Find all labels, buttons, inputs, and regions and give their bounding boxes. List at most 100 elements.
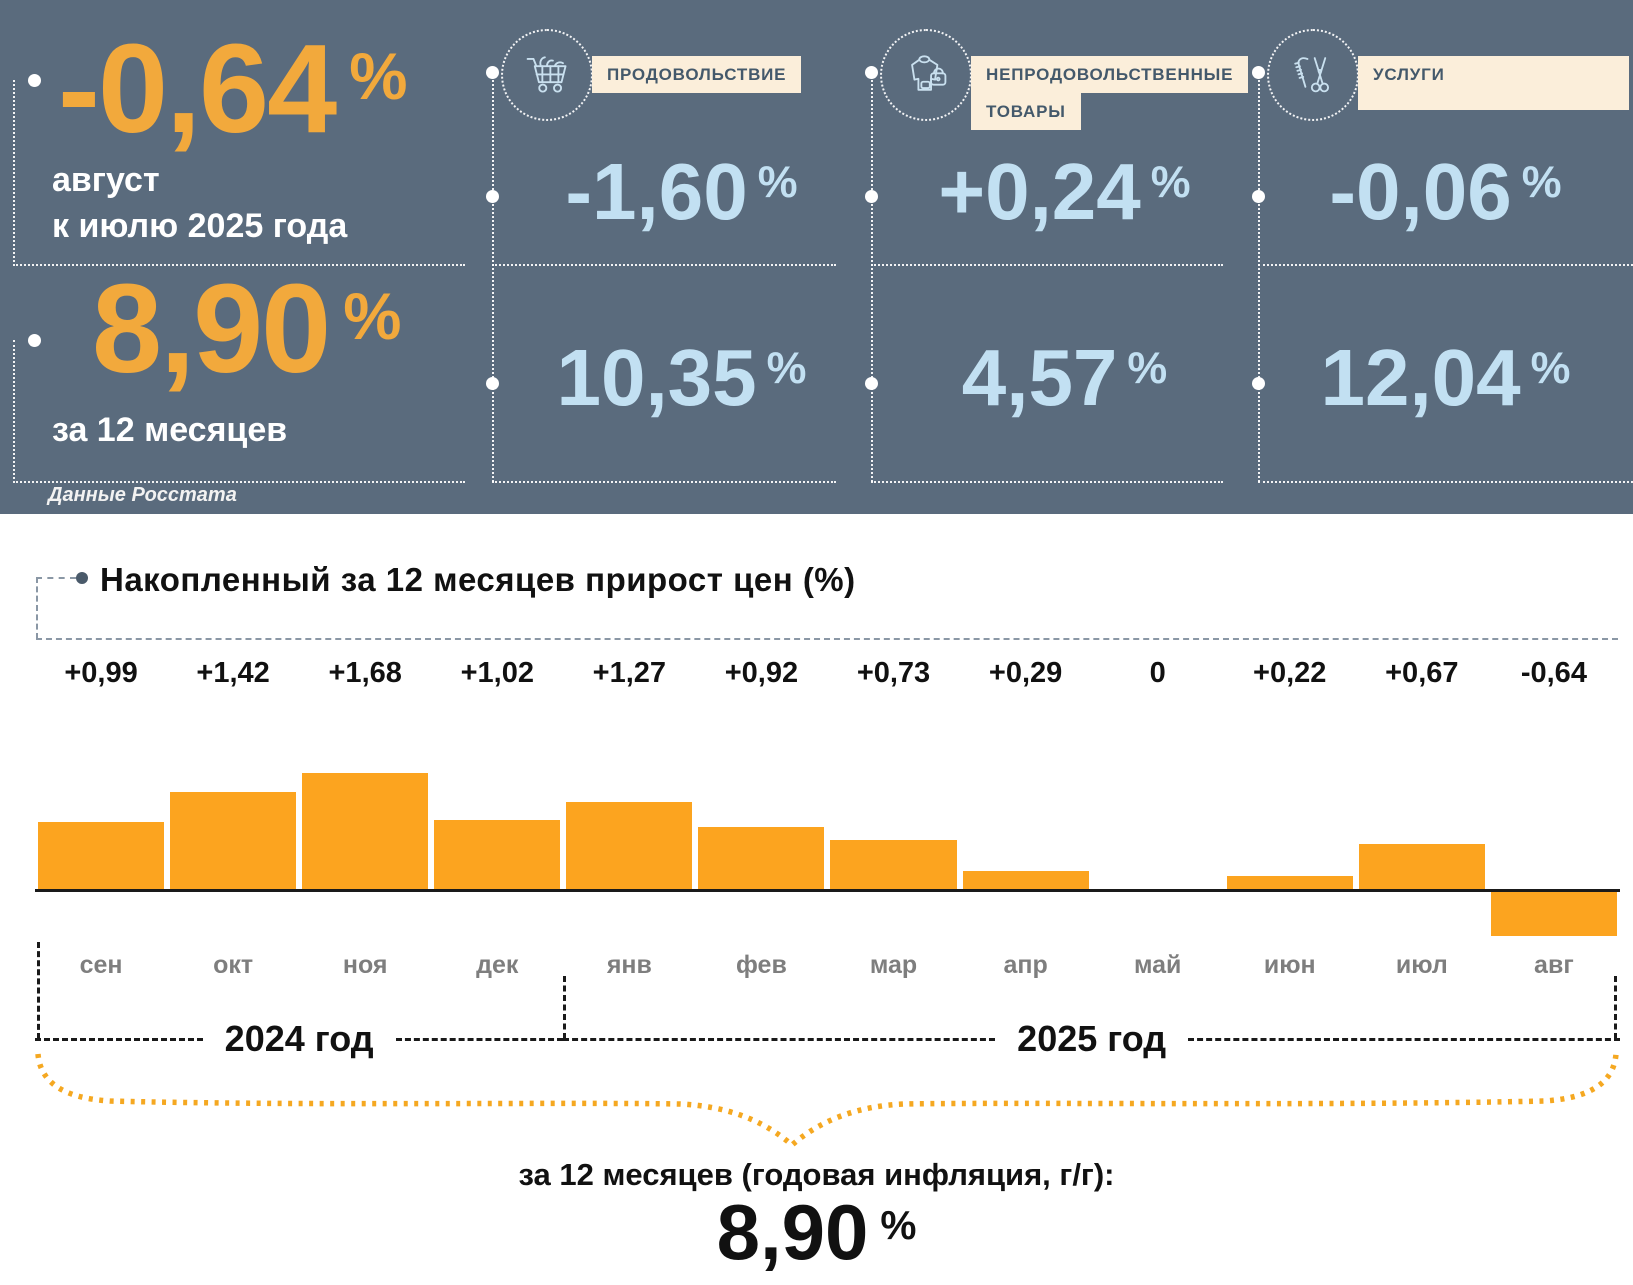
connector-dot: [1252, 377, 1265, 390]
food-annual-value: 10,35%: [492, 338, 871, 418]
year-bracket-right-tick: [1614, 976, 1617, 1039]
bar-value-labels-row: +0,99 +1,42 +1,68 +1,02 +1,27 +0,92 +0,73 +0,29…: [35, 657, 1620, 701]
percent-sign: %: [349, 40, 408, 114]
month-label-сен: сен: [79, 951, 123, 979]
category-column-services: УСЛУГИ -0,06% 12,04%: [1252, 0, 1633, 514]
services-label-line2: [1358, 93, 1629, 110]
services-monthly-value: -0,06%: [1258, 152, 1633, 232]
source-note: Данные Росстата: [48, 484, 237, 506]
bar-июл: [1358, 844, 1485, 891]
bottom-separator: [871, 481, 1223, 483]
comb-and-scissors-icon: [1294, 57, 1330, 93]
month-label-май: май: [1133, 951, 1182, 979]
month-label-фев: фев: [736, 951, 787, 979]
bar-value-label-ноя: +1,68: [328, 657, 402, 689]
nonfood-annual-number: 4,57: [961, 333, 1118, 422]
title-dashed-rule: [36, 638, 1618, 640]
connector-dot: [1252, 66, 1265, 79]
bar-slot-апр: [960, 705, 1092, 942]
year-axis-row: 2024 год 2025 год: [35, 1021, 1620, 1057]
bar-value-label-май: 0: [1149, 657, 1166, 689]
year-bracket-left-tick: [37, 942, 40, 1039]
nonfood-icon-circle: [880, 29, 972, 121]
food-annual-number: 10,35: [556, 333, 757, 422]
month-label-янв: янв: [606, 951, 652, 979]
services-annual-value: 12,04%: [1258, 338, 1633, 418]
bar-фев: [698, 827, 825, 891]
food-icon-circle: [501, 29, 593, 121]
bar-slot-авг: [1488, 705, 1620, 942]
title-dashed-connector: [36, 577, 76, 639]
year-dashed-line: [1188, 1038, 1620, 1057]
connector-dot: [486, 66, 499, 79]
nonfood-monthly-value: +0,24%: [871, 152, 1258, 232]
annual-inflation-value: 8,90%: [92, 266, 401, 392]
services-label-line1: УСЛУГИ: [1358, 56, 1629, 93]
percent-sign: %: [1127, 342, 1168, 393]
row-separator: [871, 264, 1223, 266]
food-label: ПРОДОВОЛЬСТВИЕ: [592, 56, 867, 93]
year-dashed-line: [35, 1038, 203, 1057]
category-column-nonfood: НЕПРОДОВОЛЬСТВЕННЫЕ ТОВАРЫ +0,24% 4,57%: [865, 0, 1258, 514]
month-label-авг: авг: [1534, 951, 1574, 979]
services-icon-circle: [1267, 29, 1359, 121]
bar-окт: [170, 792, 297, 891]
bar-slot-ноя: [299, 705, 431, 942]
month-label-окт: окт: [213, 951, 254, 979]
header-panel: -0,64% август к июлю 2025 года 8,90% за …: [0, 0, 1633, 514]
monthly-caption-line1: август: [52, 161, 160, 199]
category-column-food: ПРОДОВОЛЬСТВИЕ -1,60% 10,35%: [486, 0, 871, 514]
connector-dot: [486, 377, 499, 390]
bar-value-label-апр: +0,29: [988, 657, 1063, 689]
percent-sign: %: [1530, 342, 1571, 393]
nonfood-annual-value: 4,57%: [871, 338, 1258, 418]
connector-dot: [28, 334, 41, 347]
annual-inflation-number: 8,90: [92, 258, 331, 399]
bar-slot-фев: [695, 705, 827, 942]
percent-sign: %: [1521, 156, 1562, 207]
year-bracket-divider-tick: [563, 976, 566, 1039]
main-stats-column: -0,64% август к июлю 2025 года 8,90% за …: [0, 0, 475, 514]
chart-section: Накопленный за 12 месяцев прирост цен (%…: [0, 514, 1633, 1285]
bar-июн: [1226, 876, 1353, 891]
bar-value-label-дек: +1,02: [460, 657, 534, 689]
bar-value-label-сен: +0,99: [64, 657, 138, 689]
food-monthly-value: -1,60%: [492, 152, 871, 232]
bar-slot-май: [1092, 705, 1224, 942]
bar-мар: [830, 840, 957, 891]
year-dashed-line: [563, 1038, 996, 1057]
percent-sign: %: [343, 280, 402, 354]
bar-chart: [35, 705, 1620, 942]
bar-slot-дек: [431, 705, 563, 942]
monthly-inflation-number: -0,64: [58, 18, 337, 159]
year-dashed-line: [395, 1038, 564, 1057]
bar-value-label-июл: +0,67: [1385, 657, 1459, 689]
services-label: УСЛУГИ: [1358, 56, 1629, 110]
column-dotted-border: [492, 72, 494, 482]
bar-value-label-мар: +0,73: [856, 657, 931, 689]
row-separator: [1258, 264, 1633, 266]
percent-sign: %: [1150, 156, 1191, 207]
bar-авг: [1490, 891, 1617, 936]
monthly-inflation-value: -0,64%: [58, 26, 407, 152]
title-bullet-dot: [76, 572, 88, 584]
bar-сен: [38, 822, 165, 891]
bar-value-label-окт: +1,42: [196, 657, 270, 689]
bar-value-label-июн: +0,22: [1253, 657, 1327, 689]
percent-sign: %: [766, 342, 807, 393]
month-label-дек: дек: [476, 951, 519, 979]
connector-dot: [865, 190, 878, 203]
services-monthly-number: -0,06: [1329, 147, 1512, 236]
bar-value-label-авг: -0,64: [1520, 657, 1587, 689]
food-label-line1: ПРОДОВОЛЬСТВИЕ: [592, 56, 802, 93]
year-label: 2024 год: [224, 1018, 374, 1059]
bar-ноя: [302, 773, 429, 891]
bar-value-label-фев: +0,92: [724, 657, 799, 689]
nonfood-label-line1: НЕПРОДОВОЛЬСТВЕННЫЕ: [971, 56, 1249, 93]
monthly-caption-line2: к июлю 2025 года: [52, 206, 348, 245]
bar-slot-июн: [1224, 705, 1356, 942]
nonfood-label-line2: ТОВАРЫ: [971, 93, 1081, 130]
bar-янв: [566, 802, 693, 891]
month-label-апр: апр: [1003, 951, 1048, 979]
column-dotted-border: [871, 72, 873, 482]
